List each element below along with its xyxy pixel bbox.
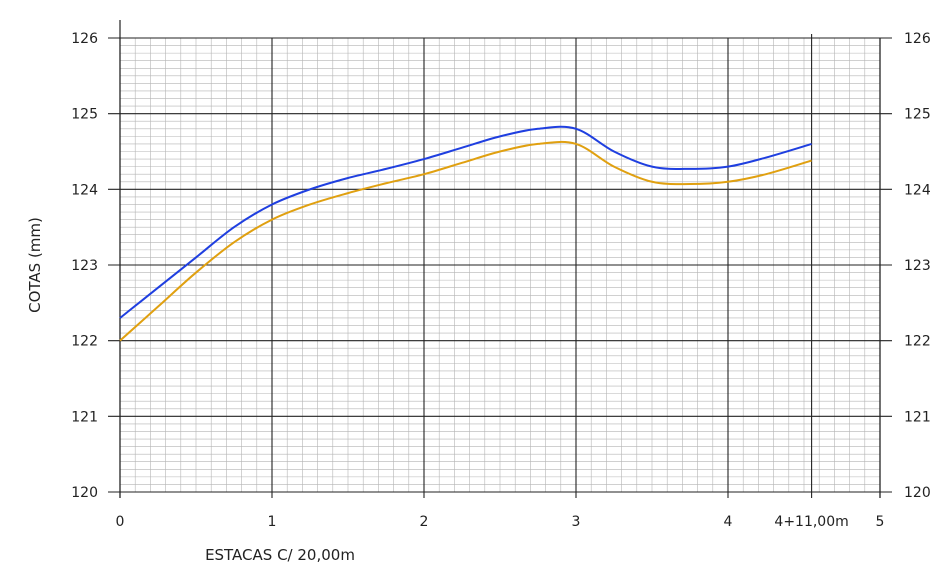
series-group [119, 125, 812, 342]
series-line-2 [119, 140, 812, 342]
y-tick-label-right: 126 [904, 31, 931, 47]
y-tick-label-right: 121 [904, 409, 931, 425]
y-tick-label-right: 122 [904, 334, 931, 350]
y-tick-label-left: 122 [71, 334, 98, 350]
series-line-1 [119, 125, 812, 319]
x-tick-label: 3 [572, 514, 581, 530]
y-tick-label-left: 125 [71, 107, 98, 123]
y-tick-label-left: 120 [71, 485, 98, 501]
y-tick-label-right: 123 [904, 258, 931, 274]
x-tick-label: 0 [116, 514, 125, 530]
y-tick-label-left: 121 [71, 409, 98, 425]
x-tick-label: 2 [420, 514, 429, 530]
y-tick-label-left: 126 [71, 31, 98, 47]
axes [119, 20, 881, 498]
grid [108, 37, 892, 498]
y-tick-label-left: 123 [71, 258, 98, 274]
y-tick-label-right: 125 [904, 107, 931, 123]
y-axis-title: COTAS (mm) [26, 217, 44, 313]
x-tick-label: 4 [724, 514, 733, 530]
y-tick-label-right: 124 [904, 182, 931, 198]
y-tick-label-left: 124 [71, 182, 98, 198]
x-tick-label: 5 [876, 514, 885, 530]
x-axis-title: ESTACAS C/ 20,00m [205, 546, 355, 564]
x-tick-label: 1 [268, 514, 277, 530]
x-tick-label: 4+11,00m [774, 514, 848, 530]
y-tick-label-right: 120 [904, 485, 931, 501]
